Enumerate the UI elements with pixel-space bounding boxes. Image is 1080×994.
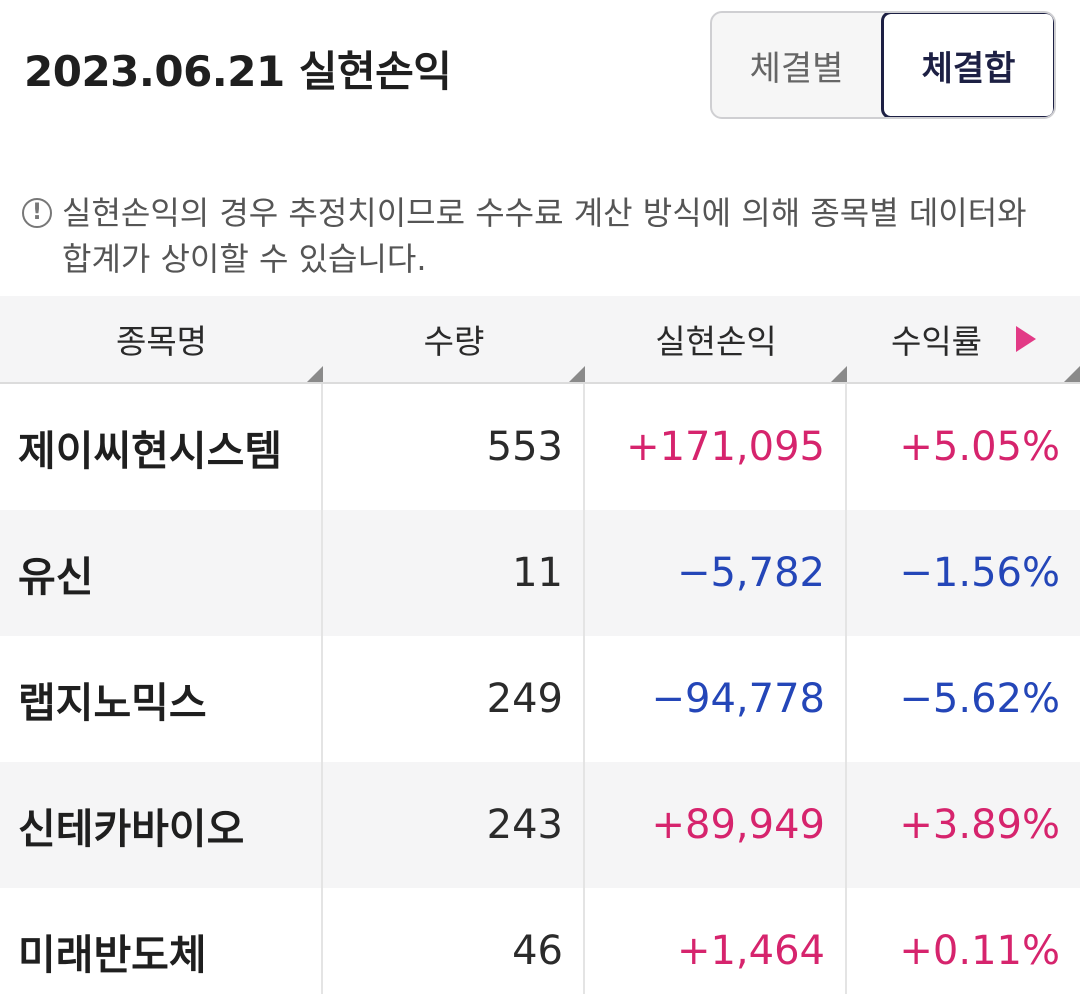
stock-name: 제이씨현시스템 (0, 384, 323, 510)
scroll-right-arrow-icon[interactable] (1016, 326, 1037, 352)
notice-text: 실현손익의 경우 추정치이므로 수수료 계산 방식에 의해 종목별 데이터와 합… (62, 194, 1027, 278)
quantity: 46 (323, 888, 585, 994)
column-header-label: 실현손익 (655, 322, 777, 361)
sort-corner-icon (569, 366, 585, 382)
pnl-table: 종목명 수량 실현손익 수익률 제이씨현시스템 553 +171,095 (0, 296, 1080, 994)
quantity: 249 (323, 636, 585, 762)
table-row[interactable]: 유신 11 −5,782 −1.56% (0, 510, 1080, 636)
sort-corner-icon (831, 366, 847, 382)
return-rate: +0.11% (899, 928, 1060, 974)
return-rate: +3.89% (899, 802, 1060, 848)
table-body: 제이씨현시스템 553 +171,095 +5.05% 유신 11 −5,782… (0, 384, 1080, 994)
info-circle-icon: ! (22, 198, 52, 228)
realized-pnl: +171,095 (585, 384, 847, 510)
column-header-rate[interactable]: 수익률 (847, 296, 1080, 382)
realized-pnl: +1,464 (585, 888, 847, 994)
header: 2023.06.21 실현손익 체결별 체결합 (0, 0, 1080, 140)
view-toggle: 체결별 체결합 (710, 11, 1056, 119)
quantity: 243 (323, 762, 585, 888)
toggle-per-execution-button[interactable]: 체결별 (749, 48, 844, 89)
sort-corner-icon (307, 366, 323, 382)
realized-pnl: +89,949 (585, 762, 847, 888)
return-rate: −5.62% (899, 676, 1060, 722)
return-rate: +5.05% (899, 424, 1060, 470)
column-header-qty[interactable]: 수량 (323, 296, 585, 382)
column-header-pnl[interactable]: 실현손익 (585, 296, 847, 382)
column-header-label: 수량 (423, 322, 485, 361)
column-header-label: 수익률 (890, 322, 983, 361)
quantity: 11 (323, 510, 585, 636)
realized-pnl: −94,778 (585, 636, 847, 762)
return-rate: −1.56% (899, 550, 1060, 596)
stock-name: 유신 (0, 510, 323, 636)
page-title: 2023.06.21 실현손익 (24, 47, 452, 96)
notice: ! 실현손익의 경우 추정치이므로 수수료 계산 방식에 의해 종목별 데이터와… (22, 190, 1052, 282)
column-header-name[interactable]: 종목명 (0, 296, 323, 382)
table-header: 종목명 수량 실현손익 수익률 (0, 296, 1080, 384)
stock-name: 신테카바이오 (0, 762, 323, 888)
stock-name: 미래반도체 (0, 888, 323, 994)
quantity: 553 (323, 384, 585, 510)
table-row[interactable]: 신테카바이오 243 +89,949 +3.89% (0, 762, 1080, 888)
table-row[interactable]: 미래반도체 46 +1,464 +0.11% (0, 888, 1080, 994)
table-row[interactable]: 제이씨현시스템 553 +171,095 +5.05% (0, 384, 1080, 510)
stock-name: 랩지노믹스 (0, 636, 323, 762)
table-row[interactable]: 랩지노믹스 249 −94,778 −5.62% (0, 636, 1080, 762)
column-header-label: 종목명 (115, 322, 208, 361)
toggle-combined-button[interactable]: 체결합 (881, 13, 1054, 117)
realized-pnl: −5,782 (585, 510, 847, 636)
sort-corner-icon (1064, 366, 1080, 382)
